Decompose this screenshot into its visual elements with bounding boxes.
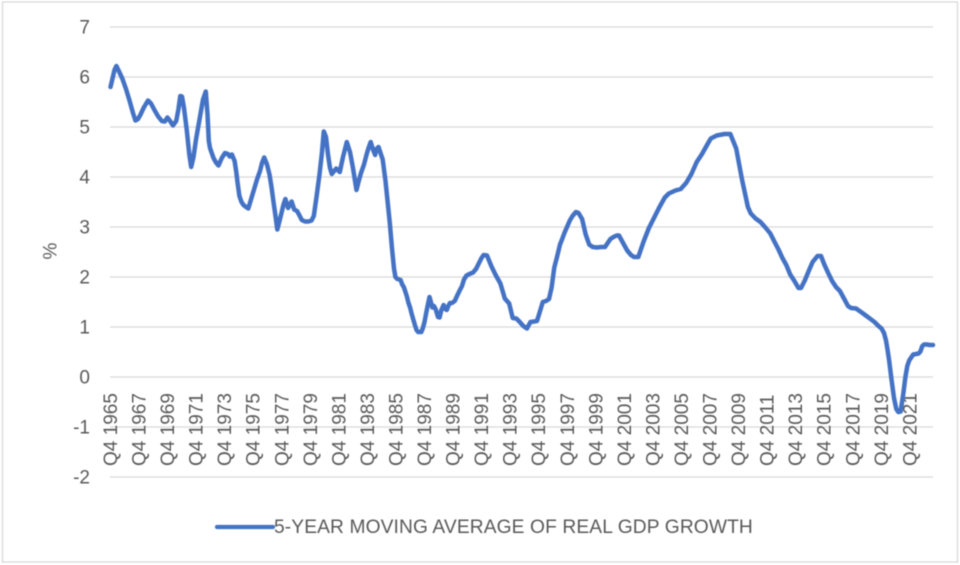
svg-text:Q4 2019: Q4 2019	[872, 393, 893, 466]
svg-text:Q4 1969: Q4 1969	[158, 393, 179, 466]
svg-text:4: 4	[79, 168, 90, 189]
svg-text:Q4 2017: Q4 2017	[843, 393, 864, 466]
svg-text:Q4 2009: Q4 2009	[729, 393, 750, 466]
svg-text:Q4 2003: Q4 2003	[643, 393, 664, 466]
svg-text:-2: -2	[73, 468, 90, 489]
svg-text:Q4 2021: Q4 2021	[900, 393, 921, 466]
svg-text:Q4 1983: Q4 1983	[358, 393, 379, 466]
svg-text:1: 1	[79, 318, 90, 339]
svg-text:Q4 1997: Q4 1997	[558, 393, 579, 466]
svg-text:5-YEAR MOVING AVERAGE OF REAL: 5-YEAR MOVING AVERAGE OF REAL GDP GROWTH	[274, 517, 753, 538]
svg-text:Q4 1971: Q4 1971	[187, 393, 208, 466]
svg-text:Q4 1993: Q4 1993	[501, 393, 522, 466]
svg-text:Q4 1965: Q4 1965	[101, 393, 122, 466]
svg-text:5: 5	[79, 118, 90, 139]
svg-text:Q4 1979: Q4 1979	[301, 393, 322, 466]
svg-text:Q4 2001: Q4 2001	[615, 393, 636, 466]
svg-text:6: 6	[79, 68, 90, 89]
svg-text:Q4 2007: Q4 2007	[700, 393, 721, 466]
svg-text:Q4 1995: Q4 1995	[529, 393, 550, 466]
svg-text:Q4 1975: Q4 1975	[244, 393, 265, 466]
svg-text:-1: -1	[73, 418, 90, 439]
svg-text:7: 7	[79, 18, 90, 39]
svg-text:Q4 1973: Q4 1973	[215, 393, 236, 466]
svg-text:3: 3	[79, 218, 90, 239]
svg-text:Q4 1991: Q4 1991	[472, 393, 493, 466]
svg-text:Q4 1989: Q4 1989	[444, 393, 465, 466]
svg-text:0: 0	[79, 368, 90, 389]
svg-text:Q4 2015: Q4 2015	[815, 393, 836, 466]
svg-text:Q4 1999: Q4 1999	[586, 393, 607, 466]
svg-text:%: %	[41, 242, 62, 259]
svg-text:Q4 2013: Q4 2013	[786, 393, 807, 466]
svg-text:Q4 1981: Q4 1981	[329, 393, 350, 466]
svg-text:Q4 2011: Q4 2011	[758, 395, 779, 466]
svg-text:Q4 1985: Q4 1985	[386, 393, 407, 466]
svg-text:2: 2	[79, 268, 90, 289]
svg-text:Q4 1977: Q4 1977	[272, 393, 293, 466]
svg-text:Q4 1987: Q4 1987	[415, 393, 436, 466]
svg-text:Q4 1967: Q4 1967	[129, 393, 150, 466]
svg-text:Q4 2005: Q4 2005	[672, 393, 693, 466]
